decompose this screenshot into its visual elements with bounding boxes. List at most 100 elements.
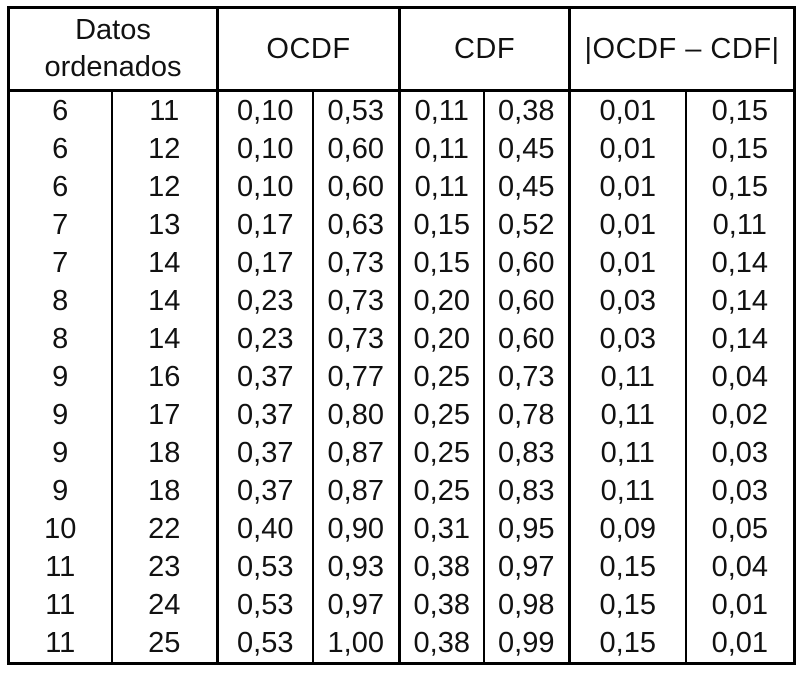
table-cell: 17 [110, 396, 219, 434]
table-cell: 6 [7, 90, 113, 130]
table-cell: 0,83 [482, 434, 571, 472]
table-cell: 0,09 [568, 510, 687, 548]
table-cell: 11 [110, 90, 219, 130]
table-cell: 0,95 [482, 510, 571, 548]
table-cell: 13 [110, 206, 219, 244]
table-cell: 0,15 [568, 586, 687, 624]
table-cell: 0,15 [568, 548, 687, 586]
table-cell: 0,73 [482, 358, 571, 396]
table-cell: 0,01 [568, 130, 687, 168]
table-cell: 0,11 [568, 472, 687, 510]
table-cell: 0,60 [482, 244, 571, 282]
table-cell: 0,15 [398, 206, 485, 244]
table-cell: 12 [110, 130, 219, 168]
table-cell: 23 [110, 548, 219, 586]
table-cell: 9 [7, 472, 113, 510]
table-cell: 0,11 [568, 358, 687, 396]
table-cell: 14 [110, 320, 219, 358]
table-cell: 0,20 [398, 320, 485, 358]
table-cell: 0,10 [216, 130, 314, 168]
table-cell: 0,10 [216, 90, 314, 130]
table-cell: 0,03 [568, 282, 687, 320]
table-cell: 0,38 [398, 548, 485, 586]
table-cell: 25 [110, 624, 219, 664]
header-ocdf-minus-cdf: |OCDF – CDF| [568, 6, 796, 92]
table-cell: 0,37 [216, 396, 314, 434]
table-row: 6 12 0,10 0,60 0,11 0,45 0,01 0,15 [7, 168, 796, 206]
table-cell: 0,87 [311, 434, 401, 472]
table-cell: 0,52 [482, 206, 571, 244]
table-cell: 12 [110, 168, 219, 206]
table-cell: 0,03 [684, 472, 796, 510]
table-cell: 0,01 [568, 90, 687, 130]
table-cell: 18 [110, 434, 219, 472]
table-cell: 0,37 [216, 434, 314, 472]
table-cell: 0,38 [482, 90, 571, 130]
table-cell: 11 [7, 548, 113, 586]
table-cell: 0,15 [684, 130, 796, 168]
table-cell: 0,53 [216, 548, 314, 586]
table-cell: 0,25 [398, 358, 485, 396]
table-cell: 0,98 [482, 586, 571, 624]
table-cell: 8 [7, 320, 113, 358]
table-row: 11 24 0,53 0,97 0,38 0,98 0,15 0,01 [7, 586, 796, 624]
table-cell: 0,01 [684, 624, 796, 664]
table-cell: 0,17 [216, 244, 314, 282]
table-cell: 0,80 [311, 396, 401, 434]
table-cell: 0,23 [216, 282, 314, 320]
table-cell: 0,01 [568, 244, 687, 282]
table-cell: 0,60 [311, 168, 401, 206]
table-cell: 0,17 [216, 206, 314, 244]
table-cell: 0,40 [216, 510, 314, 548]
table-cell: 6 [7, 130, 113, 168]
table-cell: 0,53 [311, 90, 401, 130]
table-row: 11 23 0,53 0,93 0,38 0,97 0,15 0,04 [7, 548, 796, 586]
table-cell: 9 [7, 396, 113, 434]
table-cell: 0,93 [311, 548, 401, 586]
table-cell: 9 [7, 358, 113, 396]
table-cell: 7 [7, 244, 113, 282]
table-cell: 0,60 [311, 130, 401, 168]
table-cell: 14 [110, 282, 219, 320]
table-row: 11 25 0,53 1,00 0,38 0,99 0,15 0,01 [7, 624, 796, 664]
table-row: 6 11 0,10 0,53 0,11 0,38 0,01 0,15 [7, 90, 796, 130]
table-cell: 0,11 [398, 168, 485, 206]
table-cell: 0,14 [684, 320, 796, 358]
table-cell: 8 [7, 282, 113, 320]
table-cell: 0,04 [684, 358, 796, 396]
table-cell: 0,03 [684, 434, 796, 472]
table-cell: 0,99 [482, 624, 571, 664]
table-cell: 0,37 [216, 358, 314, 396]
table-cell: 0,78 [482, 396, 571, 434]
table-cell: 0,14 [684, 282, 796, 320]
table-cell: 7 [7, 206, 113, 244]
header-cdf: CDF [398, 6, 571, 92]
table-cell: 0,11 [398, 90, 485, 130]
table-cell: 0,45 [482, 168, 571, 206]
table-cell: 0,37 [216, 472, 314, 510]
table-cell: 0,83 [482, 472, 571, 510]
table-cell: 6 [7, 168, 113, 206]
table-cell: 0,45 [482, 130, 571, 168]
table-cell: 0,63 [311, 206, 401, 244]
header-datos-ordenados: Datos ordenados [7, 6, 219, 92]
table-cell: 22 [110, 510, 219, 548]
table-cell: 0,73 [311, 244, 401, 282]
table-cell: 0,11 [684, 206, 796, 244]
table-cell: 0,11 [568, 434, 687, 472]
table-cell: 0,15 [398, 244, 485, 282]
table-cell: 16 [110, 358, 219, 396]
table-cell: 0,15 [568, 624, 687, 664]
table-row: 10 22 0,40 0,90 0,31 0,95 0,09 0,05 [7, 510, 796, 548]
table-row: 9 18 0,37 0,87 0,25 0,83 0,11 0,03 [7, 472, 796, 510]
table-cell: 0,25 [398, 396, 485, 434]
table-cell: 0,60 [482, 320, 571, 358]
table-cell: 1,00 [311, 624, 401, 664]
table-cell: 0,90 [311, 510, 401, 548]
table-cell: 0,38 [398, 624, 485, 664]
table-cell: 0,03 [568, 320, 687, 358]
table-cell: 10 [7, 510, 113, 548]
table-cell: 0,11 [398, 130, 485, 168]
table-cell: 0,11 [568, 396, 687, 434]
